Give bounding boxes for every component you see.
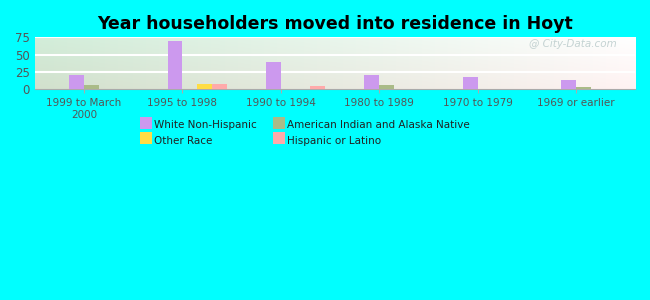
Text: @ City-Data.com: @ City-Data.com [529,39,617,50]
Bar [576,87,591,89]
Legend: White Non-Hispanic, Other Race, American Indian and Alaska Native, Hispanic or L: White Non-Hispanic, Other Race, American… [136,116,474,150]
Bar [168,41,183,89]
Bar [310,86,325,89]
Bar [212,84,227,89]
Bar [266,62,281,89]
Bar [365,75,379,89]
Bar [379,85,394,89]
Bar [69,75,84,89]
Bar [197,84,212,89]
Bar [561,80,576,89]
Bar [84,85,99,89]
Bar [463,77,478,89]
Title: Year householders moved into residence in Hoyt: Year householders moved into residence i… [97,15,573,33]
